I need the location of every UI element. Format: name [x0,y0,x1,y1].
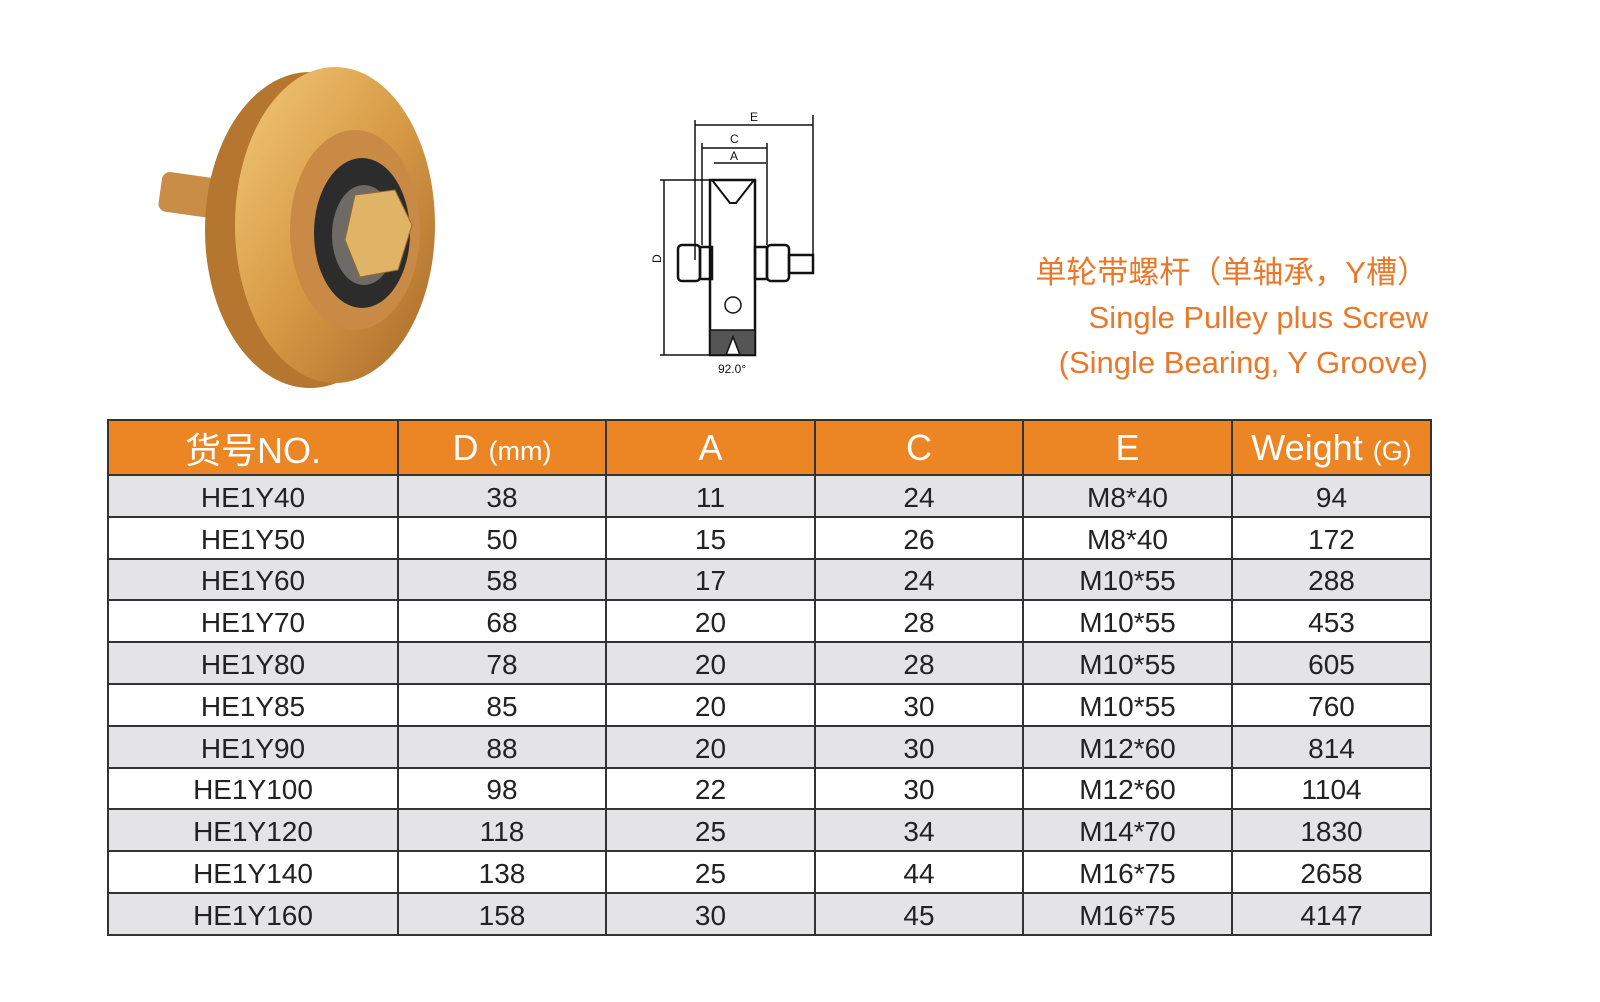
table-cell: HE1Y80 [107,641,399,685]
table-cell: 88 [397,724,607,769]
table-cell: 453 [1231,599,1432,644]
table-cell: 24 [814,474,1024,518]
table-cell: 28 [814,599,1024,644]
table-cell: 34 [814,808,1024,853]
label-e: E [750,110,758,124]
table-cell: 26 [814,515,1024,560]
table-cell: HE1Y90 [107,724,399,769]
table-cell: 78 [397,641,607,685]
table-cell: M10*55 [1022,599,1233,644]
table-cell: HE1Y70 [107,599,399,644]
table-cell: 98 [397,766,607,811]
table-cell: 25 [605,850,816,894]
table-cell: 28 [814,641,1024,685]
table-cell: HE1Y160 [107,891,399,936]
table-cell: HE1Y50 [107,515,399,560]
col-header-a: A [605,419,816,476]
table-row: HE1Y140 138 25 44 M16*75 2658 [107,850,1432,894]
table-cell: 38 [397,474,607,518]
table-cell: 44 [814,850,1024,894]
label-c: C [730,132,739,146]
table-row: HE1Y160 158 30 45 M16*75 4147 [107,891,1432,936]
table-cell: 118 [397,808,607,853]
table-cell: 20 [605,682,816,727]
table-cell: 2658 [1231,850,1432,894]
table-row: HE1Y40 38 11 24 M8*40 94 [107,474,1432,518]
table-cell: M10*55 [1022,557,1233,602]
table-cell: 68 [397,599,607,644]
label-a: A [730,149,738,163]
table-cell: M12*60 [1022,724,1233,769]
table-cell: 58 [397,557,607,602]
table-cell: HE1Y85 [107,682,399,727]
table-cell: 50 [397,515,607,560]
table-cell: 94 [1231,474,1432,518]
col-header-e: E [1022,419,1233,476]
table-row: HE1Y70 68 20 28 M10*55 453 [107,599,1432,644]
table-cell: HE1Y60 [107,557,399,602]
table-cell: M10*55 [1022,682,1233,727]
table-cell: 4147 [1231,891,1432,936]
title-zh: 单轮带螺杆（单轴承，Y槽） [1035,255,1428,290]
header-row: 货号NO. D (mm) A C E Weight (G) [107,419,1432,476]
label-angle: 92.0° [718,362,746,376]
product-title: 单轮带螺杆（单轴承，Y槽） Single Pulley plus Screw (… [1035,250,1428,385]
table-row: HE1Y90 88 20 30 M12*60 814 [107,724,1432,769]
label-d: D [650,254,664,263]
col-header-no: 货号NO. [107,419,399,476]
table-cell: M10*55 [1022,641,1233,685]
table-cell: HE1Y140 [107,850,399,894]
spec-table: 货号NO. D (mm) A C E Weight (G) HE1Y40 38 11… [107,419,1432,936]
table-cell: 814 [1231,724,1432,769]
table-cell: 15 [605,515,816,560]
table-row: HE1Y85 85 20 30 M10*55 760 [107,682,1432,727]
table-cell: M8*40 [1022,474,1233,518]
table-cell: M14*70 [1022,808,1233,853]
table-cell: 30 [814,682,1024,727]
table-cell: 605 [1231,641,1432,685]
table-cell: 30 [605,891,816,936]
table-cell: 11 [605,474,816,518]
table-cell: M8*40 [1022,515,1233,560]
table-cell: 25 [605,808,816,853]
table-cell: M16*75 [1022,891,1233,936]
table-cell: 85 [397,682,607,727]
table-cell: 20 [605,724,816,769]
table-cell: 172 [1231,515,1432,560]
table-row: HE1Y50 50 15 26 M8*40 172 [107,515,1432,560]
table-cell: 24 [814,557,1024,602]
table-cell: 760 [1231,682,1432,727]
title-en-line2: (Single Bearing, Y Groove) [1058,345,1428,380]
table-cell: 30 [814,724,1024,769]
table-cell: HE1Y40 [107,474,399,518]
table-cell: 17 [605,557,816,602]
table-row: HE1Y100 98 22 30 M12*60 1104 [107,766,1432,811]
table-cell: 20 [605,641,816,685]
pulley-photo [158,67,435,388]
table-row: HE1Y60 58 17 24 M10*55 288 [107,557,1432,602]
table-cell: 45 [814,891,1024,936]
table-cell: M16*75 [1022,850,1233,894]
table-cell: 1830 [1231,808,1432,853]
table-cell: 20 [605,599,816,644]
table-cell: 22 [605,766,816,811]
table-row: HE1Y120 118 25 34 M14*70 1830 [107,808,1432,853]
col-header-weight: Weight (G) [1231,419,1432,476]
table-cell: 138 [397,850,607,894]
col-header-c: C [814,419,1024,476]
title-en-line1: Single Pulley plus Screw [1088,300,1428,335]
table-cell: HE1Y100 [107,766,399,811]
table-cell: 1104 [1231,766,1432,811]
dimension-drawing: E C A D 92.0° [650,110,815,376]
table-row: HE1Y80 78 20 28 M10*55 605 [107,641,1432,685]
table-cell: 158 [397,891,607,936]
table-cell: 288 [1231,557,1432,602]
table-cell: M12*60 [1022,766,1233,811]
table-cell: HE1Y120 [107,808,399,853]
table-cell: 30 [814,766,1024,811]
col-header-d: D (mm) [397,419,607,476]
